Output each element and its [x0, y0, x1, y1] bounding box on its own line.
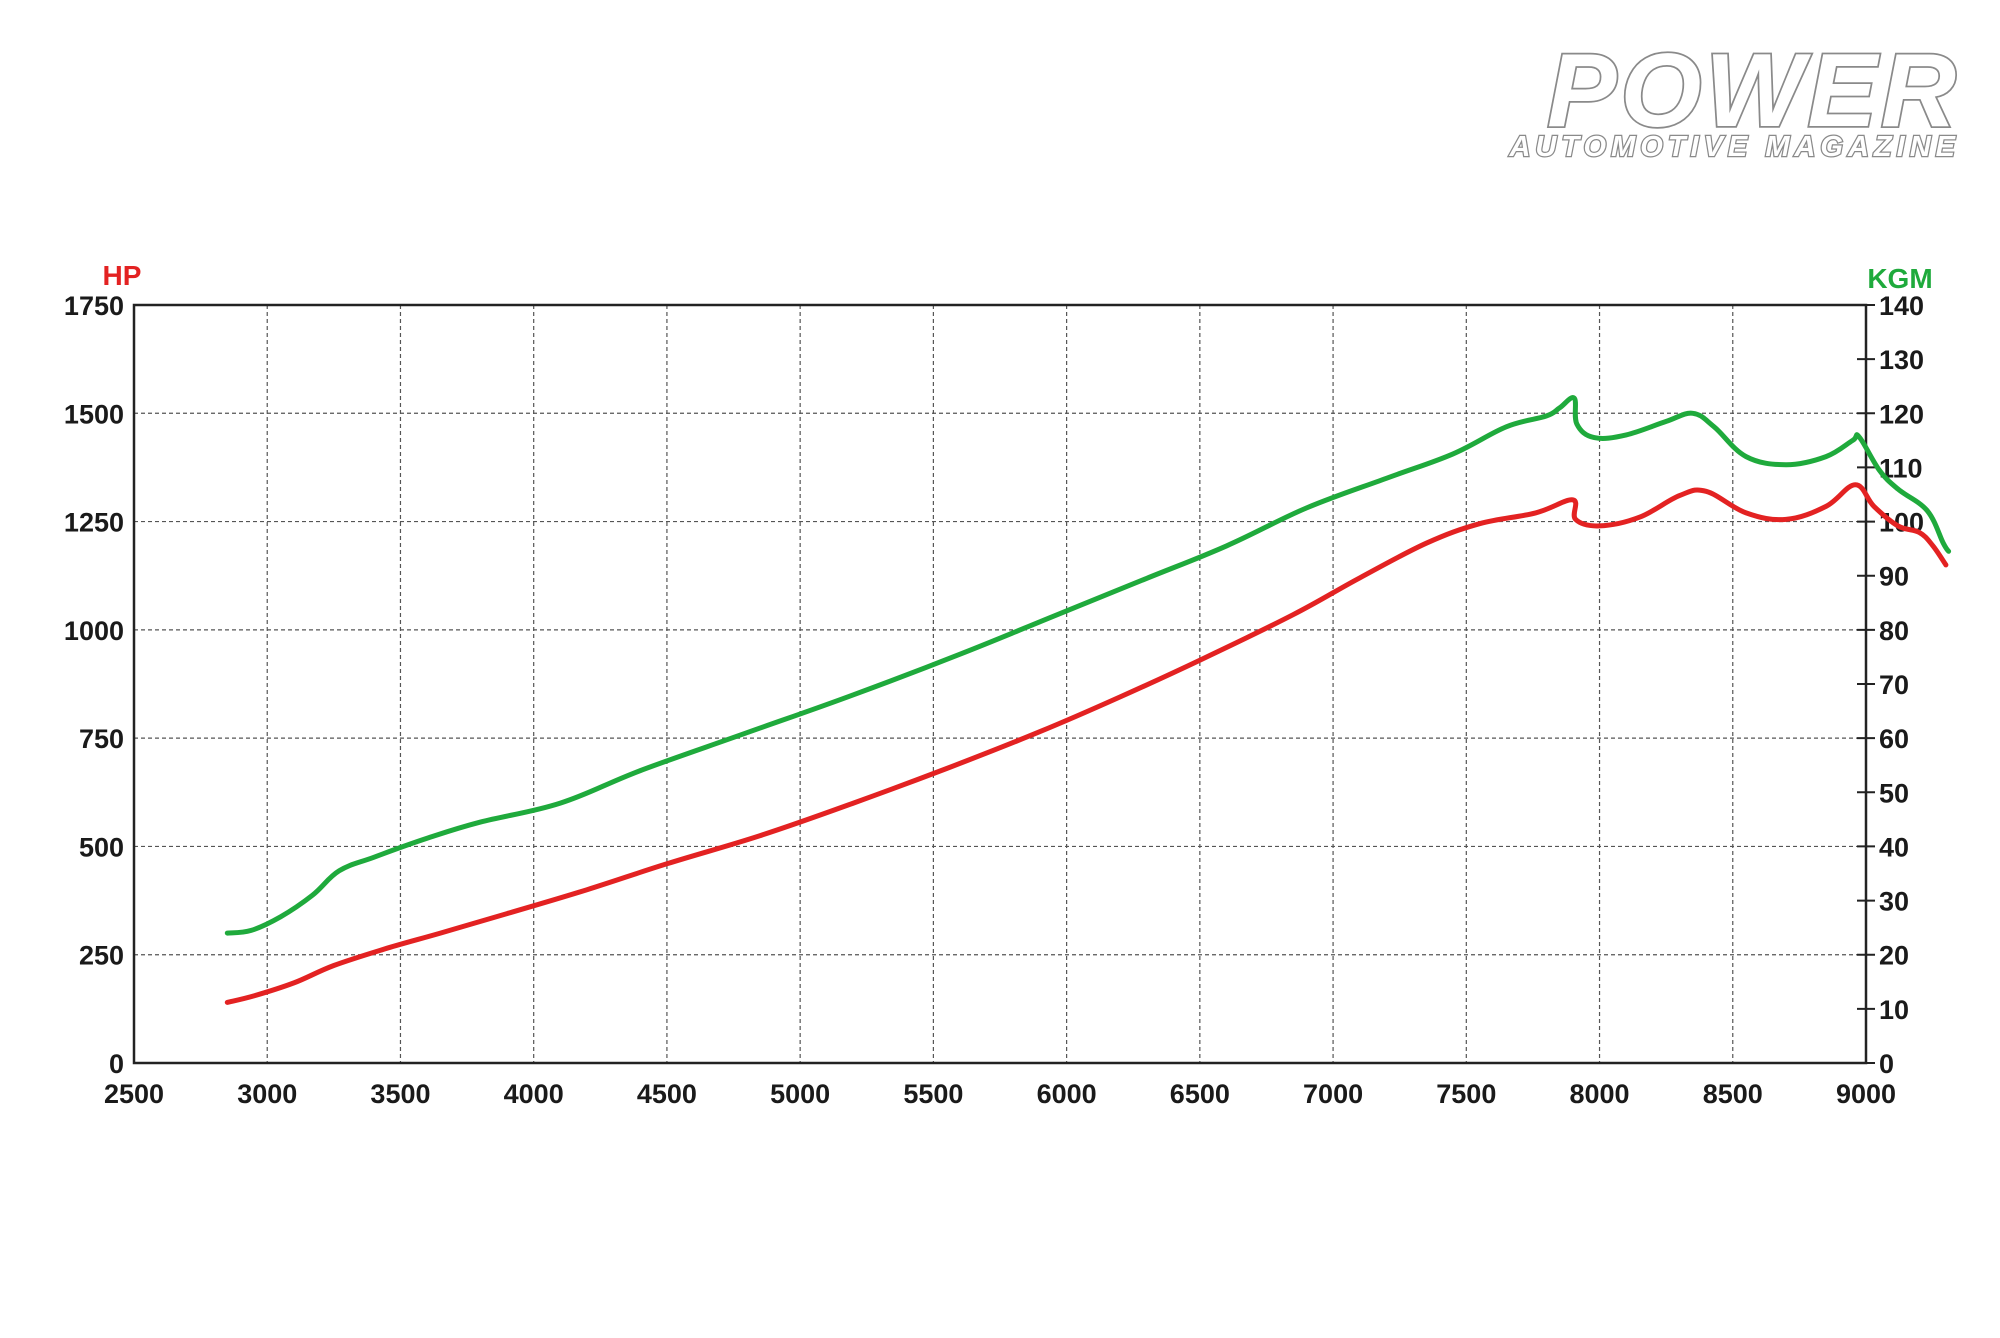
x-tick-label: 4000 — [504, 1079, 564, 1109]
y2-tick-label: 60 — [1879, 724, 1909, 754]
y-tick-label: 1500 — [64, 399, 124, 429]
x-tick-label: 6500 — [1170, 1079, 1230, 1109]
y2-tick-label: 20 — [1879, 941, 1909, 971]
chart-grid — [134, 305, 1866, 1063]
y-tick-label: 500 — [79, 832, 124, 862]
right-axis-title: KGM — [1867, 263, 1932, 294]
axis-ticks: 2500 3000 3500 4000 4500 5000 5500 6000 6500 7000… — [64, 291, 1924, 1109]
x-tick-label: 3000 — [237, 1079, 297, 1109]
y2-tick-label: 120 — [1879, 399, 1924, 429]
y-tick-label: 1000 — [64, 616, 124, 646]
logo-wordmark: POWER — [1547, 33, 1960, 149]
hp-curve — [224, 482, 1949, 1005]
power-magazine-logo: POWER AUTOMOTIVE MAGAZINE — [1507, 31, 1960, 164]
x-tick-label: 3500 — [370, 1079, 430, 1109]
x-tick-label: 5000 — [770, 1079, 830, 1109]
y-tick-label: 1250 — [64, 508, 124, 538]
x-tick-label: 4500 — [637, 1079, 697, 1109]
y2-tick-label: 80 — [1879, 616, 1909, 646]
y-tick-label: 750 — [79, 724, 124, 754]
plot-frame — [132, 303, 1868, 1065]
x-tick-label: 5500 — [903, 1079, 963, 1109]
y2-tick-label: 130 — [1879, 345, 1924, 375]
x-tick-label: 8500 — [1703, 1079, 1763, 1109]
y2-tick-label: 70 — [1879, 670, 1909, 700]
y-tick-label: 250 — [79, 941, 124, 971]
y2-tick-label: 140 — [1879, 291, 1924, 321]
x-tick-label: 7000 — [1303, 1079, 1363, 1109]
kgm-curve — [224, 395, 1952, 936]
y2-tick-label: 10 — [1879, 995, 1909, 1025]
x-tick-label: 2500 — [104, 1079, 164, 1109]
y-tick-label: 1750 — [64, 291, 124, 321]
y2-tick-label: 50 — [1879, 778, 1909, 808]
y2-tick-label: 30 — [1879, 887, 1909, 917]
left-axis-title: HP — [103, 260, 142, 291]
x-tick-label: 6000 — [1037, 1079, 1097, 1109]
x-tick-label: 7500 — [1436, 1079, 1496, 1109]
x-tick-label: 8000 — [1569, 1079, 1629, 1109]
y2-tick-label: 90 — [1879, 562, 1909, 592]
data-series — [224, 395, 1952, 1005]
y2-tick-label: 0 — [1879, 1049, 1894, 1079]
plot-border — [132, 303, 1868, 1065]
y2-tick-label: 40 — [1879, 832, 1909, 862]
logo-tagline: AUTOMOTIVE MAGAZINE — [1508, 131, 1960, 163]
x-tick-label: 9000 — [1836, 1079, 1896, 1109]
y-tick-label: 0 — [109, 1049, 124, 1079]
